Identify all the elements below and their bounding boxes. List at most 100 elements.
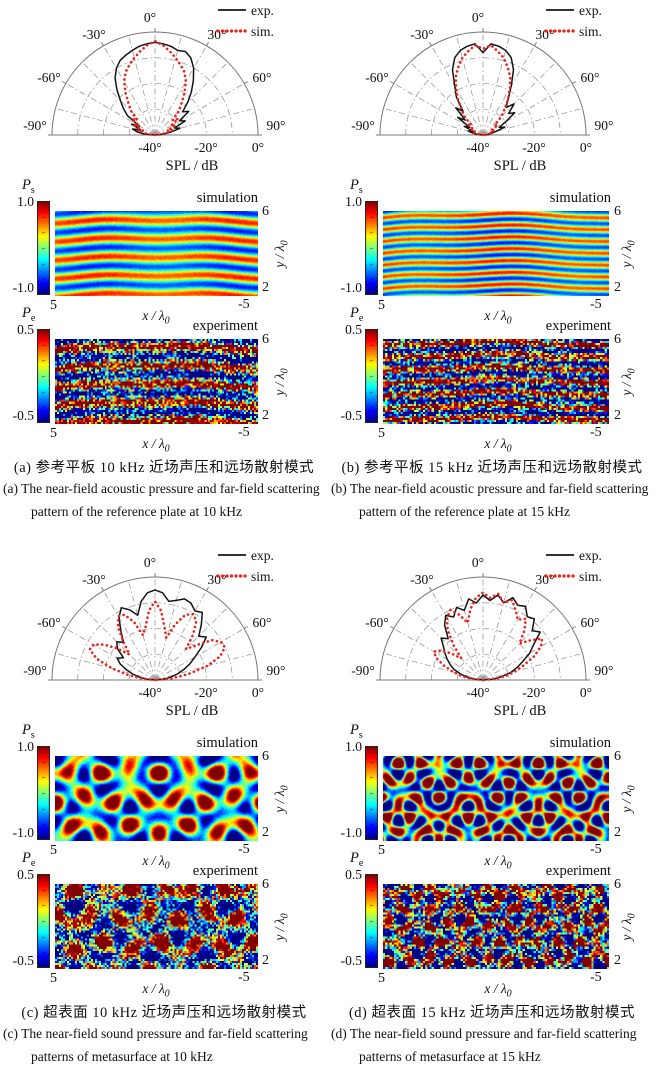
polar-angle-tick: [243, 626, 248, 629]
colorbar-label-base: P: [22, 177, 31, 193]
legend-exp-label: exp.: [251, 548, 274, 563]
y-axis-label-sub: 0: [279, 913, 291, 919]
angle-label-minus90: -90°: [351, 118, 374, 133]
polar-grid-spoke: [482, 61, 557, 136]
polar-angle-tick: [101, 42, 104, 47]
x-axis-tick-left: 5: [378, 426, 385, 441]
polar-angle-tick: [206, 587, 209, 592]
x-axis-tick-right: -5: [238, 297, 250, 312]
y-axis-tick-top: 6: [614, 749, 621, 764]
experiment-heatmap-canvas: [55, 884, 258, 969]
y-axis-label-sub: 0: [626, 913, 638, 919]
polar-grid-spoke: [55, 652, 156, 681]
y-axis-label: y / λ0: [272, 897, 291, 957]
x-axis-label-sub: 0: [506, 988, 512, 1000]
colorbar-canvas: [365, 201, 378, 295]
x-axis-label-base: x / λ: [484, 853, 507, 868]
y-axis-tick-bottom: 2: [614, 408, 621, 423]
sim-curve: [454, 43, 512, 137]
angle-label-0: 0°: [144, 555, 156, 570]
polar-outer-arc: [51, 576, 259, 681]
x-axis-tick-right: -5: [238, 425, 250, 440]
exp-curve: [440, 594, 541, 681]
polar-grid-spoke: [154, 83, 245, 136]
experiment-map-block: Pe 0.5 -0.5 experiment 6 2 y / λ0 5 -5 x…: [328, 305, 656, 460]
colorbar-min-tick: -0.5: [340, 408, 362, 423]
y-axis-label-base: y / λ: [619, 790, 634, 813]
radial-tick-minus40: -40°: [466, 140, 489, 155]
polar-grid-spoke: [455, 35, 484, 136]
polar-grid-spoke: [127, 580, 156, 681]
polar-angle-tick: [101, 587, 104, 592]
polar-grid-spoke: [482, 606, 557, 681]
angle-label-minus60: -60°: [365, 615, 388, 630]
colorbar-label-sub: s: [358, 729, 363, 741]
angle-label-plus30: 30°: [208, 27, 227, 42]
experiment-map-block: Pe 0.5 -0.5 experiment 6 2 y / λ0 5 -5 x…: [328, 850, 656, 1005]
angle-label-minus60: -60°: [37, 70, 60, 85]
simulation-title: simulation: [549, 735, 611, 751]
legend-exp-label: exp.: [251, 3, 274, 18]
y-axis-label: y / λ0: [619, 769, 638, 829]
colorbar-label-sub: s: [30, 729, 35, 741]
polar-grid-arc: [103, 83, 207, 136]
colorbar-label-ps: Ps: [22, 177, 35, 196]
x-axis-label-base: x / λ: [142, 981, 165, 996]
polar-angle-tick: [206, 42, 209, 47]
exp-curve: [114, 41, 195, 136]
angle-label-minus90: -90°: [23, 118, 46, 133]
x-axis-label: x / λ0: [56, 853, 256, 872]
polar-grid-spoke: [409, 61, 484, 136]
x-axis-label: x / λ0: [56, 436, 256, 455]
colorbar-label-base: P: [350, 177, 359, 193]
simulation-map-block: Ps 1.0 -1.0 simulation 6 2 y / λ0 5 -5 x…: [328, 177, 656, 332]
experiment-heatmap-canvas: [383, 884, 609, 969]
colorbar-label-sub: e: [30, 312, 36, 324]
polar-grid-arc: [77, 57, 233, 136]
radial-tick-minus40: -40°: [466, 685, 489, 700]
y-axis-tick-top: 6: [262, 877, 269, 892]
colorbar-label-base: P: [350, 305, 359, 321]
angle-label-minus90: -90°: [23, 663, 46, 678]
angle-label-plus60: 60°: [581, 70, 600, 85]
y-axis-label: y / λ0: [619, 224, 638, 284]
angle-label-0: 0°: [144, 10, 156, 25]
polar-angle-tick: [62, 626, 67, 629]
legend-sim-label: sim.: [579, 569, 602, 584]
polar-angle-tick: [243, 81, 248, 84]
polar-angle-tick: [534, 587, 537, 592]
x-axis-label-sub: 0: [164, 315, 170, 327]
legend-exp-label: exp.: [579, 3, 602, 18]
y-axis-label-sub: 0: [626, 240, 638, 246]
angle-label-plus30: 30°: [536, 572, 555, 587]
angle-label-minus30: -30°: [82, 572, 105, 587]
y-axis-label: y / λ0: [272, 769, 291, 829]
angle-label-plus90: 90°: [267, 118, 286, 133]
x-axis-label: x / λ0: [385, 981, 611, 1000]
colorbar-label-ps: Ps: [350, 177, 363, 196]
polar-grid-spoke: [65, 83, 156, 136]
colorbar-min-tick: -1.0: [340, 280, 362, 295]
polar-grid-spoke: [103, 45, 156, 136]
x-axis-tick-left: 5: [378, 971, 385, 986]
polar-grid-spoke: [81, 61, 156, 136]
y-axis-label-sub: 0: [626, 785, 638, 791]
x-axis-label-sub: 0: [506, 443, 512, 455]
colorbar-label-ps: Ps: [22, 722, 35, 741]
polar-grid-spoke: [482, 580, 511, 681]
x-axis-label-base: x / λ: [484, 981, 507, 996]
y-axis-label-sub: 0: [279, 368, 291, 374]
colorbar-label-pe: Pe: [350, 850, 363, 869]
far-field-pattern-plot: 0° -30° 30° -60° 60° -90° 90° -40° -20° …: [351, 548, 613, 719]
colorbar-max-tick: 1.0: [17, 194, 34, 209]
colorbar-min-tick: -1.0: [340, 825, 362, 840]
y-axis-tick-bottom: 2: [262, 408, 269, 423]
colorbar-label-sub: s: [30, 184, 35, 196]
polar-grid-spoke: [154, 580, 183, 681]
y-axis-tick-bottom: 2: [614, 953, 621, 968]
x-axis-tick-right: -5: [590, 842, 602, 857]
polar-grid-spoke: [127, 35, 156, 136]
x-axis-tick-left: 5: [378, 843, 385, 858]
angle-label-minus60: -60°: [37, 615, 60, 630]
x-axis-tick-left: 5: [378, 298, 385, 313]
